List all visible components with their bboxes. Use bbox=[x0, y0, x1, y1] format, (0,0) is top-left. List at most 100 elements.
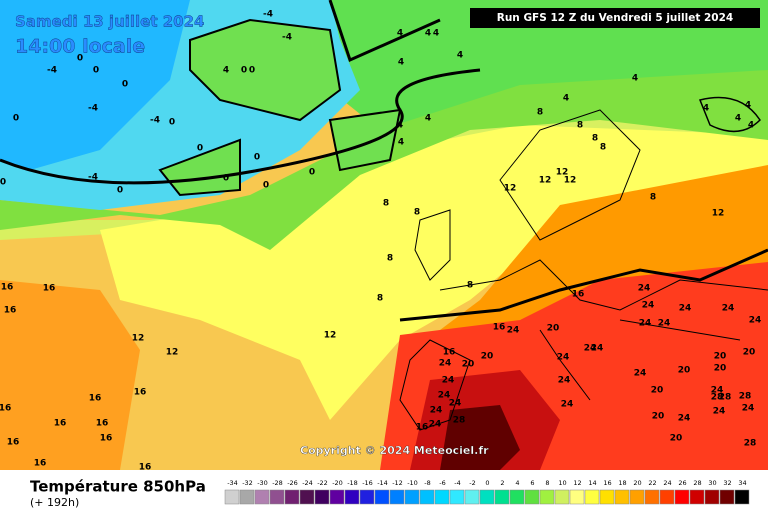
legend-swatch bbox=[434, 489, 450, 505]
contour-label: 0 bbox=[197, 144, 203, 154]
legend-swatch bbox=[599, 489, 615, 505]
contour-label: 16 bbox=[54, 419, 67, 429]
legend-swatch bbox=[299, 489, 315, 505]
contour-label: 12 bbox=[564, 176, 577, 186]
legend-swatch bbox=[224, 489, 240, 505]
contour-label: 24 bbox=[678, 414, 691, 424]
contour-label: -4 bbox=[263, 10, 273, 20]
copyright: Copyright © 2024 Meteociel.fr bbox=[300, 444, 489, 457]
contour-label: 16 bbox=[0, 404, 11, 414]
contour-label: 8 bbox=[414, 208, 420, 218]
legend-label: -12 bbox=[392, 479, 403, 487]
temp-zone bbox=[0, 0, 190, 170]
legend-swatch bbox=[704, 489, 720, 505]
contour-label: 8 bbox=[600, 143, 606, 153]
contour-label: 4 bbox=[457, 51, 463, 61]
legend-label: -32 bbox=[242, 479, 253, 487]
legend-swatch bbox=[374, 489, 390, 505]
temp-zone bbox=[0, 280, 140, 470]
coastline bbox=[399, 109, 768, 431]
legend-swatch bbox=[254, 489, 270, 505]
legend-label: -8 bbox=[424, 479, 430, 487]
contour-label: 16 bbox=[7, 438, 20, 448]
contour-label: 4 bbox=[563, 94, 569, 104]
contour-label: 0 bbox=[117, 186, 123, 196]
legend-swatch bbox=[689, 489, 705, 505]
legend-swatch bbox=[269, 489, 285, 505]
contour-label: 0 bbox=[241, 66, 247, 76]
contour-label: 20 bbox=[714, 364, 727, 374]
contour-label: 4 bbox=[703, 104, 709, 114]
legend-label: -6 bbox=[439, 479, 445, 487]
legend-label: -30 bbox=[257, 479, 268, 487]
contour-label: 24 bbox=[429, 420, 442, 430]
contour-label: -4 bbox=[88, 173, 98, 183]
contour-label: 12 bbox=[712, 209, 725, 219]
variable-name: Température 850hPa bbox=[30, 478, 206, 496]
contour-label: 20 bbox=[652, 412, 665, 422]
run-info: Run GFS 12 Z du Vendredi 5 juillet 2024 bbox=[497, 12, 733, 24]
contour-label: 8 bbox=[592, 134, 598, 144]
legend-swatch bbox=[314, 489, 330, 505]
contour-label: 24 bbox=[584, 344, 597, 354]
lead-time: (+ 192h) bbox=[30, 496, 79, 509]
contour-label: 16 bbox=[96, 419, 109, 429]
legend-label: 20 bbox=[633, 479, 641, 487]
legend-label: -24 bbox=[302, 479, 313, 487]
legend-label: -26 bbox=[287, 479, 298, 487]
legend-label: -20 bbox=[332, 479, 343, 487]
contour-label: 0 bbox=[0, 178, 6, 188]
isotherm-24 bbox=[399, 248, 768, 322]
legend-label: -10 bbox=[407, 479, 418, 487]
legend-swatch bbox=[419, 489, 435, 505]
legend-swatch bbox=[359, 489, 375, 505]
legend-swatch bbox=[494, 489, 510, 505]
color-legend: -34 -32 -30 -28 -26 -24 -22 -20 -18 -16 -14 -12 -10-… bbox=[224, 479, 750, 505]
contour-label: 8 bbox=[377, 294, 383, 304]
contour-label: 24 bbox=[711, 386, 724, 396]
legend-label: -34 bbox=[227, 479, 238, 487]
contour-label: 20 bbox=[462, 360, 475, 370]
legend-label: 6 bbox=[530, 479, 534, 487]
contour-label: 12 bbox=[132, 334, 145, 344]
contour-label: 4 bbox=[398, 138, 404, 148]
contour-label: 16 bbox=[443, 348, 456, 358]
legend-label: -14 bbox=[377, 479, 388, 487]
legend-label: 28 bbox=[693, 479, 701, 487]
contour-label: 28 bbox=[711, 393, 724, 403]
contour-label: 24 bbox=[722, 304, 735, 314]
legend-swatch bbox=[509, 489, 525, 505]
contour-label: 0 bbox=[122, 80, 128, 90]
legend-label: -22 bbox=[317, 479, 328, 487]
contour-label: 8 bbox=[467, 281, 473, 291]
legend-swatch bbox=[239, 489, 255, 505]
contour-label: 24 bbox=[449, 399, 462, 409]
contour-label: 16 bbox=[493, 323, 506, 333]
legend-swatch bbox=[449, 489, 465, 505]
legend-swatch bbox=[554, 489, 570, 505]
contour-label: 16 bbox=[1, 283, 14, 293]
contour-label: 4 bbox=[748, 121, 754, 131]
contour-label: 16 bbox=[572, 290, 585, 300]
contour-label: 0 bbox=[254, 153, 260, 163]
contour-label: 24 bbox=[561, 400, 574, 410]
legend-swatch bbox=[614, 489, 630, 505]
legend-label: 24 bbox=[663, 479, 671, 487]
contour-label: 24 bbox=[639, 319, 652, 329]
temp-zone bbox=[420, 165, 768, 345]
contour-label: 24 bbox=[638, 284, 651, 294]
legend-label: 32 bbox=[723, 479, 731, 487]
contour-label: 0 bbox=[93, 66, 99, 76]
legend-label: 4 bbox=[515, 479, 519, 487]
contour-label: 0 bbox=[223, 174, 229, 184]
legend-swatch bbox=[569, 489, 585, 505]
contour-label: 20 bbox=[714, 352, 727, 362]
map-date: Samedi 13 juillet 2024 bbox=[15, 13, 205, 31]
legend-swatch bbox=[539, 489, 555, 505]
contour-label: 16 bbox=[4, 306, 17, 316]
contour-label: 0 bbox=[263, 181, 269, 191]
contour-label: -4 bbox=[150, 116, 160, 126]
legend-label: 26 bbox=[678, 479, 686, 487]
contour-label: 24 bbox=[558, 376, 571, 386]
